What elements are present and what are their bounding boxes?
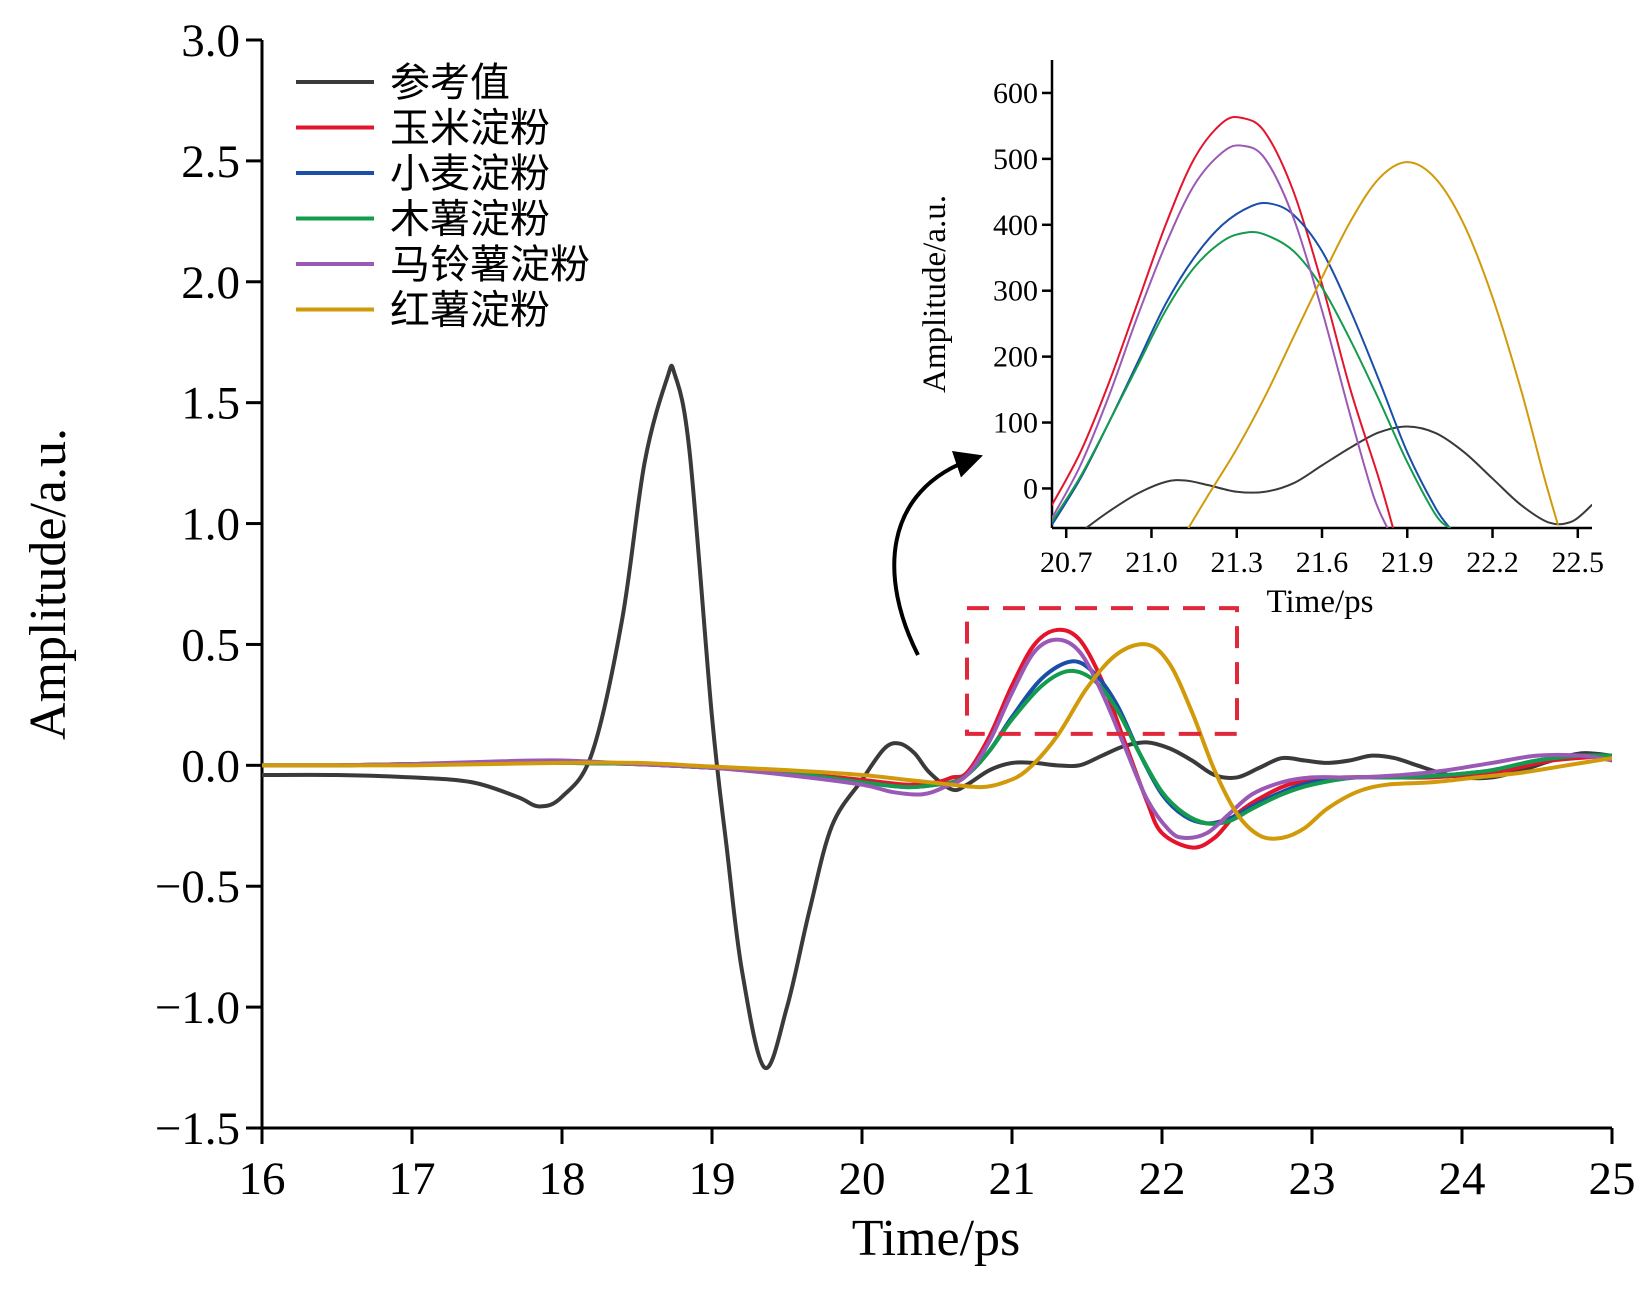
main-axes: [260, 40, 1612, 1130]
inset-series-line-3: [1052, 231, 1451, 528]
inset-x-tick-label: 21.9: [1381, 546, 1434, 579]
main-x-tick-label: 22: [1139, 1153, 1186, 1205]
inset-x-tick-label: 21.3: [1210, 546, 1263, 579]
inset-x-axis-label: Time/ps: [1267, 584, 1374, 620]
main-y-tick-label: 3.0: [181, 15, 240, 67]
main-x-tick-label: 20: [839, 1153, 886, 1205]
inset-y-axis-label: Amplitude/a.u.: [917, 195, 953, 393]
inset-x-tick-label: 22.5: [1552, 546, 1605, 579]
inset-axes: [1050, 60, 1592, 530]
zoom-arrow: [892, 451, 983, 656]
inset-x-tick-label: 21.0: [1125, 546, 1178, 579]
legend-label-5: 红薯淀粉: [390, 288, 550, 334]
inset-x-tick-label: 21.6: [1296, 546, 1349, 579]
inset-series-line-5: [1187, 161, 1559, 528]
legend-label-4: 马铃薯淀粉: [390, 242, 590, 288]
legend-label-2: 小麦淀粉: [390, 151, 550, 197]
main-x-tick-label: 23: [1289, 1153, 1336, 1205]
main-series-line-0: [262, 363, 1612, 1070]
main-x-tick-label: 25: [1589, 1153, 1636, 1205]
legend-label-3: 木薯淀粉: [390, 197, 550, 243]
main-y-tick-label: 0.5: [181, 619, 240, 671]
main-series-line-3: [262, 668, 1612, 826]
main-x-tick-label: 17: [389, 1153, 436, 1205]
inset-series-group: [1052, 115, 1592, 528]
main-x-tick-label: 16: [239, 1153, 286, 1205]
main-series-line-5: [262, 642, 1612, 841]
main-series-group: [262, 363, 1612, 1070]
inset-ticks: 20.7 21.0 21.3 21.6 21.9 22.2 22.5 600 500 400 300…: [993, 77, 1604, 579]
inset-y-tick-label: 100: [993, 407, 1038, 440]
inset-y-tick-label: 500: [993, 143, 1038, 176]
legend-label-1: 玉米淀粉: [390, 106, 550, 152]
inset-y-tick-label: 400: [993, 209, 1038, 242]
main-series-line-1: [262, 627, 1612, 850]
main-x-axis-label: Time/ps: [852, 1210, 1021, 1267]
main-y-tick-label: 2.5: [181, 136, 240, 188]
main-y-tick-label: 1.0: [181, 499, 240, 551]
inset-y-tick-label: 300: [993, 275, 1038, 308]
main-y-tick-label: 0.0: [181, 740, 240, 792]
inset-y-tick-label: 600: [993, 77, 1038, 110]
zoom-region-box: [965, 606, 1239, 736]
inset-y-tick-label: 0: [1023, 472, 1038, 505]
main-y-tick-label: −1.5: [155, 1103, 240, 1155]
main-y-tick-label: 2.0: [181, 257, 240, 309]
inset-y-tick-label: 200: [993, 341, 1038, 374]
main-series-line-2: [262, 659, 1612, 826]
inset-series-line-1: [1052, 115, 1395, 528]
main-y-tick-label: −0.5: [155, 861, 240, 913]
main-x-tick-label: 21: [989, 1153, 1036, 1205]
main-x-tick-label: 19: [689, 1153, 736, 1205]
legend-label-0: 参考值: [390, 60, 510, 106]
inset-x-tick-label: 20.7: [1040, 546, 1093, 579]
main-y-axis-label: Amplitude/a.u.: [20, 428, 77, 740]
inset-series-line-2: [1052, 201, 1451, 528]
main-series-line-4: [262, 637, 1612, 840]
main-ticks: 16 17 18 19 20 21 22 23 24 25 3.0 2.5 2.0 1.5 1.0 0.5 0.…: [155, 15, 1636, 1205]
inset-series-line-4: [1052, 144, 1389, 528]
main-x-tick-label: 24: [1439, 1153, 1486, 1205]
main-y-tick-label: −1.0: [155, 982, 240, 1034]
main-x-tick-label: 18: [539, 1153, 586, 1205]
inset-x-tick-label: 22.2: [1466, 546, 1519, 579]
main-y-tick-label: 1.5: [181, 378, 240, 430]
inset-series-line-0: [1085, 425, 1592, 528]
